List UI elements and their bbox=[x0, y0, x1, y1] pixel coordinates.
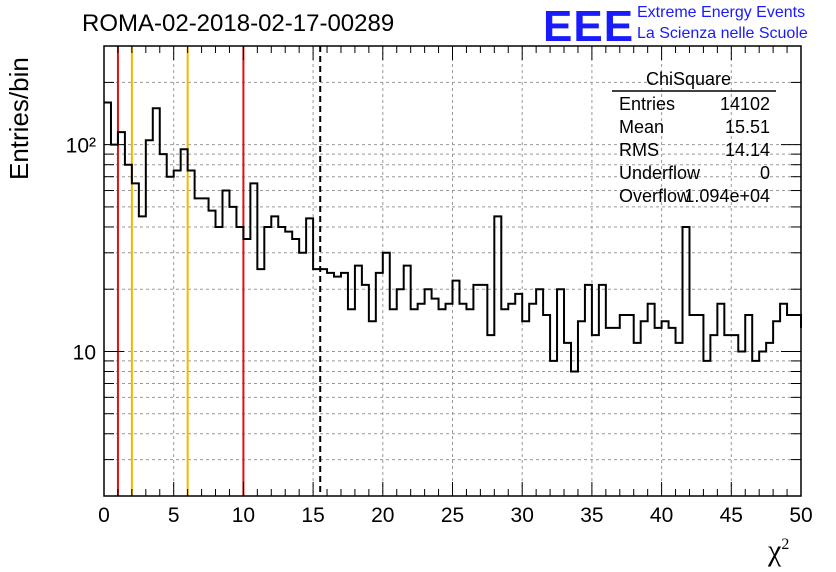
eee-logo: EEE bbox=[543, 2, 635, 51]
stats-title: ChiSquare bbox=[646, 69, 732, 89]
x-tick-label: 20 bbox=[371, 504, 394, 527]
stat-value-mean: 15.51 bbox=[724, 117, 770, 137]
x-tick-label: 40 bbox=[650, 504, 673, 527]
stat-label-underflow: Underflow bbox=[619, 163, 701, 183]
x-tick-label: 0 bbox=[98, 504, 110, 527]
stat-label-entries: Entries bbox=[619, 94, 676, 114]
x-tick-label: 35 bbox=[580, 504, 603, 527]
x-tick-label: 45 bbox=[720, 504, 743, 527]
stat-label-rms: RMS bbox=[619, 140, 659, 160]
stat-label-mean: Mean bbox=[619, 117, 665, 137]
x-tick-label: 15 bbox=[301, 504, 324, 527]
stat-value-underflow: 0 bbox=[759, 163, 770, 183]
stat-value-entries: 14102 bbox=[719, 94, 770, 114]
histogram-title: ROMA-02-2018-02-17-00289 bbox=[82, 10, 395, 37]
x-tick-label: 5 bbox=[168, 504, 180, 527]
logo-line-2: La Scienza nelle Scuole bbox=[637, 25, 808, 42]
x-tick-label: 25 bbox=[441, 504, 464, 527]
x-tick-label: 30 bbox=[511, 504, 534, 527]
stat-label-overflow: Overflow bbox=[619, 186, 691, 206]
stat-value-rms: 14.14 bbox=[724, 140, 770, 160]
x-tick-label: 10 bbox=[232, 504, 255, 527]
y-tick-label: 10² bbox=[66, 135, 96, 158]
x-axis-label: χ2 bbox=[768, 534, 790, 567]
histogram-series bbox=[104, 101, 802, 373]
y-tick-label: 10 bbox=[73, 341, 96, 364]
x-tick-label: 50 bbox=[789, 504, 812, 527]
stat-value-overflow: 1.094e+04 bbox=[684, 186, 770, 206]
logo-line-1: Extreme Energy Events bbox=[637, 4, 806, 21]
y-axis-label: Entries/bin bbox=[4, 57, 34, 180]
